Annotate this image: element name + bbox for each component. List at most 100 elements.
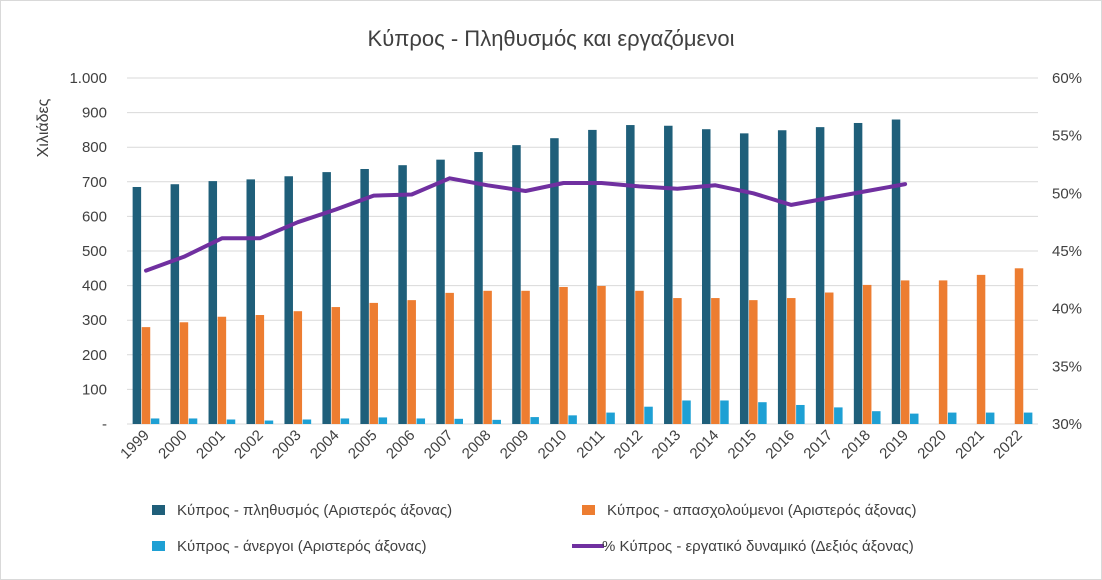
bar [749, 300, 758, 424]
bar [872, 411, 881, 424]
bar [720, 400, 729, 424]
bar [331, 307, 341, 424]
legend-label: % Κύπρος - εργατικό δυναμικό (Δεξιός άξο… [602, 538, 914, 555]
y-tick-label: - [102, 416, 107, 433]
chart-title: Κύπρος - Πληθυσμός και εργαζόμενοι [368, 26, 735, 51]
y-tick-label: 600 [82, 208, 107, 225]
bar [378, 417, 388, 424]
bar [862, 284, 872, 424]
bar [474, 152, 483, 424]
x-tick-label: 2000 [155, 427, 191, 463]
bar [559, 286, 568, 424]
bar [132, 186, 142, 424]
y-tick-label: 500 [82, 243, 107, 260]
bar [226, 419, 236, 424]
bar [673, 298, 682, 424]
bar [853, 122, 863, 424]
y-tick-label: 200 [82, 347, 107, 364]
x-axis-ticks: 1999 2000 2001 2002 2003 2004 2005 2006 2007 2008… [117, 427, 1026, 463]
bar [188, 418, 198, 424]
line-series [144, 176, 908, 273]
x-tick-label: 2016 [762, 427, 798, 463]
bar [284, 176, 293, 424]
legend: Κύπρος - πληθυσμός (Αριστερός άξονας) Κύπ… [152, 502, 916, 555]
x-tick-label: 2009 [497, 427, 533, 463]
bar [824, 292, 834, 424]
y-tick-label: 900 [82, 105, 107, 122]
legend-label: Κύπρος - απασχολούμενοι (Αριστερός άξονα… [607, 502, 916, 519]
bar [264, 420, 274, 424]
bar [606, 412, 615, 424]
y-tick-label: 800 [82, 139, 107, 156]
y-tick-label: 1.000 [69, 70, 107, 87]
bar [530, 417, 539, 424]
x-tick-label: 2017 [800, 427, 836, 463]
bar [454, 418, 463, 424]
bar [369, 302, 378, 424]
x-tick-label: 2008 [459, 427, 495, 463]
line-series-path [144, 176, 908, 273]
y-axis-ticks: - 100 200 300 400 500 600 700 800 900 1.000 [69, 70, 107, 433]
y-tick-label: 300 [82, 312, 107, 329]
bar [217, 316, 227, 424]
bar [787, 298, 796, 424]
bar [141, 327, 151, 424]
bar [891, 119, 901, 425]
bar [521, 290, 530, 424]
bar [1023, 412, 1033, 424]
y-tick-label: 100 [82, 381, 107, 398]
bar [398, 165, 407, 424]
bar [208, 181, 218, 424]
legend-swatch [152, 541, 165, 551]
bar [626, 125, 635, 424]
bar [635, 290, 644, 424]
y2-tick-label: 40% [1052, 301, 1082, 318]
x-tick-label: 1999 [117, 427, 153, 463]
bar [322, 172, 331, 424]
bar [550, 138, 559, 425]
bar [682, 400, 691, 424]
bar [909, 413, 919, 424]
bar [1014, 268, 1024, 424]
bar [947, 412, 957, 424]
x-tick-label: 2022 [990, 427, 1026, 463]
x-tick-label: 2006 [383, 427, 419, 463]
y2-tick-label: 55% [1052, 128, 1082, 145]
bars [132, 119, 1033, 425]
bar [483, 290, 492, 424]
x-tick-label: 2005 [345, 427, 381, 463]
grid-lines [127, 77, 1038, 425]
y2-tick-label: 45% [1052, 243, 1082, 260]
x-tick-label: 2003 [269, 427, 305, 463]
bar [436, 159, 445, 424]
bar [255, 315, 265, 424]
bar [293, 311, 303, 424]
bar [796, 404, 805, 424]
legend-label: Κύπρος - πληθυσμός (Αριστερός άξονας) [177, 502, 452, 519]
bar [416, 418, 426, 424]
bar [492, 419, 501, 424]
legend-swatch [582, 505, 595, 515]
bar [597, 285, 606, 424]
x-tick-label: 2013 [649, 427, 685, 463]
y2-tick-label: 60% [1052, 70, 1082, 87]
bar [512, 145, 521, 424]
x-tick-label: 2015 [725, 427, 761, 463]
bar [938, 280, 948, 424]
y-axis-label: Χιλιάδες [35, 98, 52, 157]
y-tick-label: 700 [82, 174, 107, 191]
bar [644, 406, 653, 424]
bar [340, 418, 350, 424]
bar [739, 133, 749, 425]
bar [985, 412, 995, 424]
bar [360, 168, 369, 424]
x-tick-label: 2014 [687, 427, 723, 463]
bar [702, 129, 711, 424]
y2-tick-label: 30% [1052, 416, 1082, 433]
legend-swatch [152, 505, 165, 515]
bar [976, 274, 986, 424]
bar [407, 300, 416, 424]
bar [711, 298, 720, 424]
bar [170, 184, 180, 424]
x-tick-label: 2002 [231, 427, 267, 463]
